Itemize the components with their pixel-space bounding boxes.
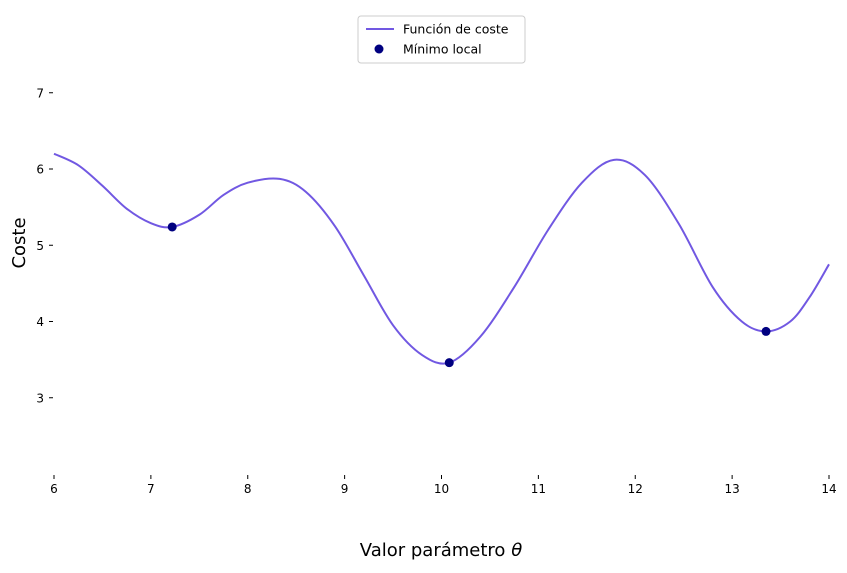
y-tick-label: 3: [36, 391, 44, 405]
legend-marker-swatch: [374, 44, 384, 54]
x-axis-label-text: Valor parámetro: [360, 540, 506, 561]
x-axis-label: Valor parámetro θ: [360, 540, 522, 561]
legend-label-local-minimum: Mínimo local: [403, 42, 482, 57]
local-minimum-point: [167, 222, 177, 232]
y-axis-label: Coste: [9, 217, 30, 268]
local-minimum-point: [444, 358, 454, 368]
x-tick-label: 12: [628, 482, 643, 496]
plot-area: [53, 152, 830, 368]
x-tick-label: 10: [434, 482, 449, 496]
x-axis: 6 7 8 9 10 11 12 13 14: [50, 475, 837, 496]
legend: Función de coste Mínimo local: [357, 15, 526, 64]
legend-label-cost-function: Función de coste: [403, 22, 509, 37]
x-tick-label: 11: [531, 482, 546, 496]
x-tick-label: 8: [244, 482, 252, 496]
y-axis: 3 4 5 6 7: [36, 86, 53, 405]
y-tick-label: 6: [36, 163, 44, 177]
y-tick-label: 4: [36, 315, 44, 329]
x-tick-label: 9: [341, 482, 349, 496]
local-minimum-point: [761, 326, 771, 336]
x-tick-label: 6: [50, 482, 58, 496]
theta-symbol: θ: [511, 540, 522, 561]
x-tick-label: 7: [147, 482, 155, 496]
cost-function-line: [53, 152, 830, 365]
legend-frame: [357, 15, 526, 64]
x-tick-label: 14: [821, 482, 836, 496]
y-tick-label: 5: [36, 239, 44, 253]
x-tick-label: 13: [724, 482, 739, 496]
y-tick-label: 7: [36, 86, 44, 100]
